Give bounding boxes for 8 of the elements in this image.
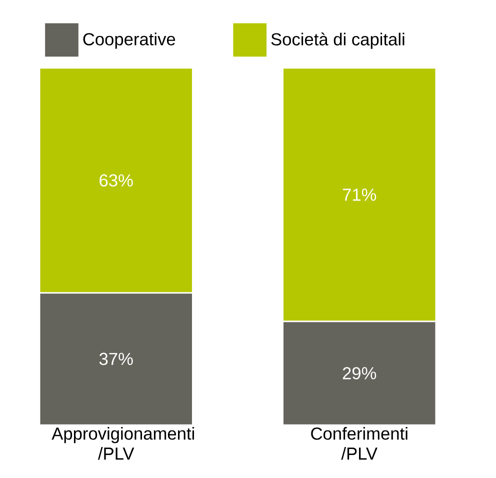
data-label: 63%: [100, 174, 133, 187]
data-label: 37%: [99, 352, 133, 366]
legend-label: Cooperative: [83, 32, 176, 49]
x-tick-label: Approvigionamenti /PLV: [52, 427, 194, 460]
legend-label: Società di capitali: [271, 32, 404, 49]
data-label: 71%: [342, 188, 376, 201]
x-tick-label: Conferimenti /PLV: [311, 427, 408, 460]
data-label: 29%: [342, 367, 376, 380]
